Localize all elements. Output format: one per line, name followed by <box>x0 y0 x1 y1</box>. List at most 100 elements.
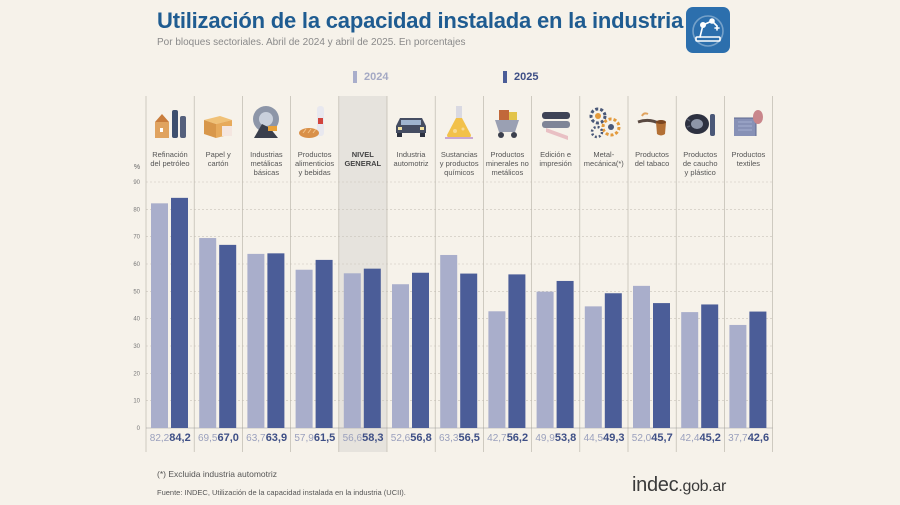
legend-swatch-2025 <box>503 71 507 83</box>
value-label-2024: 82,2 <box>150 433 170 444</box>
value-label-2024: 52,6 <box>391 433 411 444</box>
value-label-2024: 63,3 <box>439 433 459 444</box>
bar-2024 <box>633 285 650 428</box>
bar-2025 <box>556 280 574 428</box>
y-tick-label: 90 <box>133 180 140 186</box>
printing-rolls-icon <box>538 102 574 147</box>
category-label: Papel y cartón <box>194 150 242 168</box>
mineral-cart-icon <box>489 102 525 147</box>
category-label-line: y productos <box>439 159 479 168</box>
category-label: Sustancias y productos químicos <box>435 150 483 177</box>
industry-robot-arm-icon <box>686 7 730 53</box>
category-label-line: Edición e <box>540 150 572 159</box>
value-label-2025: 45,7 <box>651 432 672 444</box>
value-label-2024: 37,7 <box>728 433 748 444</box>
value-label-2025: 49,3 <box>603 432 624 444</box>
bar-2024 <box>199 238 217 428</box>
paper-cardboard-box-icon <box>200 102 236 147</box>
category-label-line: textiles <box>736 159 761 168</box>
category-label-line: alimenticios <box>295 159 335 168</box>
car-icon <box>393 102 429 147</box>
category-label-line: GENERAL <box>344 159 382 168</box>
bar-2024 <box>295 269 313 428</box>
food-beverage-icon <box>297 102 333 147</box>
tire-icon <box>682 102 718 147</box>
value-label-2024: 56,6 <box>343 433 363 444</box>
bar-2024 <box>343 273 361 428</box>
category-label-line: minerales no <box>485 159 529 168</box>
category-label-line: automotriz <box>393 159 429 168</box>
value-label-2025: 42,6 <box>748 432 769 444</box>
legend-label-2024: 2024 <box>364 71 389 83</box>
category-label: Metal-mecánica(*) <box>580 150 628 168</box>
category-label-line: y plástico <box>684 168 716 177</box>
value-label-2025: 56,8 <box>410 432 431 444</box>
y-tick-label: 20 <box>133 371 140 377</box>
category-label: Productos de caucho y plástico <box>676 150 724 177</box>
brand-domain: .gob.ar <box>678 478 727 495</box>
bar-2025 <box>219 244 237 428</box>
tobacco-pipe-icon <box>634 102 670 147</box>
value-label-2024: 52,0 <box>632 433 652 444</box>
bar-2025 <box>604 293 622 428</box>
bar-2025 <box>460 273 478 428</box>
category-label-line: NIVEL <box>351 150 374 159</box>
category-label-line: metálicas <box>250 159 283 168</box>
value-label-2025: 61,5 <box>314 432 335 444</box>
bar-2024 <box>440 254 458 428</box>
value-label-2024: 42,4 <box>680 433 700 444</box>
category-label: NIVEL GENERAL <box>339 150 387 168</box>
value-label-2024: 57,9 <box>294 433 314 444</box>
value-label-2025: 53,8 <box>555 432 576 444</box>
bar-2025 <box>171 197 188 428</box>
value-label-2025: 56,2 <box>507 432 528 444</box>
category-label: Refinación del petróleo <box>146 150 194 168</box>
value-label-2024: 49,9 <box>535 433 555 444</box>
category-label-line: Sustancias <box>440 150 478 159</box>
category-label-line: Productos <box>490 150 525 159</box>
legend-label-2025: 2025 <box>514 71 539 83</box>
metal-industry-icon <box>248 102 284 147</box>
category-label-line: metálicos <box>491 168 524 177</box>
category-label-line: químicos <box>444 168 475 177</box>
chart-title: Utilización de la capacidad instalada en… <box>157 8 684 33</box>
category-label-line: Productos <box>683 150 718 159</box>
chemical-flask-icon <box>441 102 477 147</box>
value-label-2024: 44,5 <box>584 433 604 444</box>
textile-fabric-icon <box>730 102 766 147</box>
bar-2025 <box>267 253 285 428</box>
bar-2024 <box>488 311 506 428</box>
bar-2024 <box>536 291 554 428</box>
category-label: Productos del tabaco <box>628 150 676 168</box>
y-tick-label: 60 <box>133 262 140 268</box>
legend-swatch-2024 <box>353 71 357 83</box>
source-note: Fuente: INDEC, Utilización de la capacid… <box>157 488 406 497</box>
indec-brand-logo: indec.gob.ar <box>632 474 726 497</box>
y-tick-label: 30 <box>133 344 140 350</box>
category-label-line: cartón <box>207 159 229 168</box>
category-label-line: del petróleo <box>150 159 190 168</box>
y-tick-label: 80 <box>133 207 140 213</box>
category-label: Industria automotriz <box>387 150 435 168</box>
category-label-line: Productos <box>731 150 766 159</box>
category-label-line: Productos <box>635 150 669 159</box>
bar-2024 <box>151 203 168 428</box>
bar-2025 <box>508 274 526 428</box>
category-label-line: Industrias <box>250 150 283 159</box>
chart-subtitle: Por bloques sectoriales. Abril de 2024 y… <box>157 37 466 48</box>
category-label-line: Papel y <box>205 150 231 159</box>
footnote: (*) Excluida industria automotriz <box>157 469 277 479</box>
y-axis-label: % <box>134 164 140 171</box>
bar-2024 <box>681 312 699 428</box>
gears-icon <box>586 102 622 147</box>
category-label-line: y bebidas <box>298 168 331 177</box>
oil-refinery-icon <box>152 102 188 147</box>
y-tick-label: 70 <box>133 235 140 241</box>
bar-2025 <box>363 268 381 428</box>
category-label: Industrias metálicas básicas <box>242 150 290 177</box>
legend-2024: 2024 <box>353 71 388 83</box>
bar-2025 <box>412 272 429 428</box>
bar-2024 <box>247 253 265 428</box>
category-label-line: Productos <box>297 150 332 159</box>
category-label: Edición e impresión <box>532 150 580 168</box>
